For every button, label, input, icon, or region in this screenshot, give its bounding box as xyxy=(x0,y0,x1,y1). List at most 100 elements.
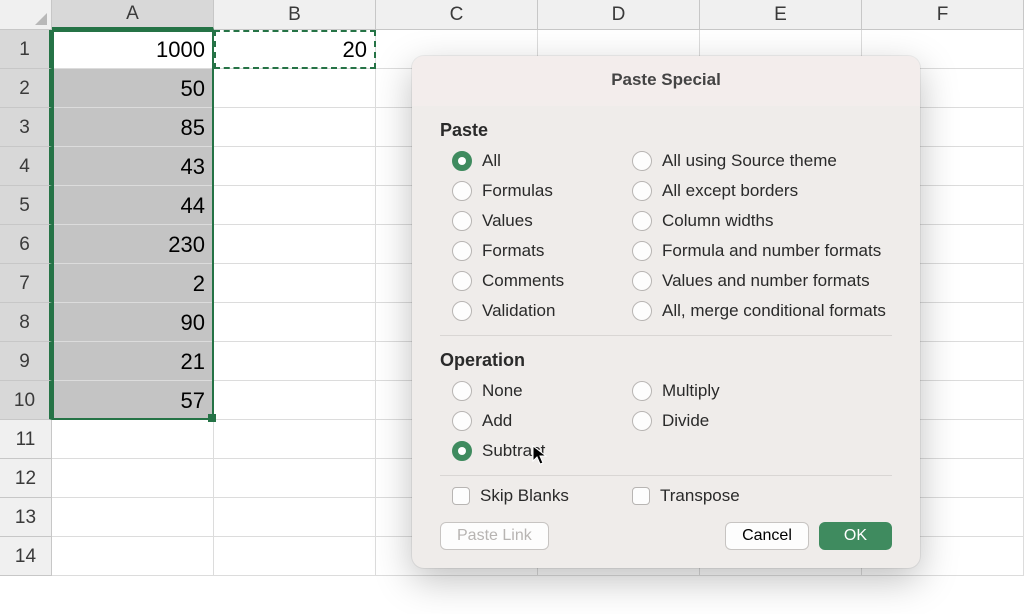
cell-a3[interactable]: 85 xyxy=(52,108,214,147)
radio-val-num-formats[interactable]: Values and number formats xyxy=(632,271,892,291)
cell-a8[interactable]: 90 xyxy=(52,303,214,342)
cell-b4[interactable] xyxy=(214,147,376,186)
ok-button[interactable]: OK xyxy=(819,522,892,550)
cell-a4[interactable]: 43 xyxy=(52,147,214,186)
radio-icon xyxy=(632,381,652,401)
radio-label: Values xyxy=(482,211,533,231)
checkbox-skip-blanks[interactable]: Skip Blanks xyxy=(452,486,632,506)
col-header-c[interactable]: C xyxy=(376,0,538,30)
cell-b6[interactable] xyxy=(214,225,376,264)
radio-divide[interactable]: Divide xyxy=(632,411,892,431)
operation-section-label: Operation xyxy=(440,350,892,371)
row-header-4[interactable]: 4 xyxy=(0,147,52,186)
radio-icon xyxy=(632,151,652,171)
checkbox-options: Skip Blanks Transpose xyxy=(440,486,892,506)
cell-a7[interactable]: 2 xyxy=(52,264,214,303)
radio-icon xyxy=(632,411,652,431)
cell-b12[interactable] xyxy=(214,459,376,498)
radio-icon xyxy=(452,181,472,201)
radio-icon xyxy=(452,301,472,321)
col-header-a[interactable]: A xyxy=(52,0,214,30)
cell-a12[interactable] xyxy=(52,459,214,498)
row-header-11[interactable]: 11 xyxy=(0,420,52,459)
radio-icon xyxy=(452,441,472,461)
row-header-1[interactable]: 1 xyxy=(0,30,52,69)
col-header-e[interactable]: E xyxy=(700,0,862,30)
cell-b1[interactable]: 20 xyxy=(214,30,376,69)
cancel-button[interactable]: Cancel xyxy=(725,522,809,550)
radio-icon xyxy=(452,271,472,291)
radio-icon xyxy=(632,211,652,231)
radio-comments[interactable]: Comments xyxy=(452,271,632,291)
checkbox-label: Transpose xyxy=(660,486,740,506)
row-header-14[interactable]: 14 xyxy=(0,537,52,576)
radio-label: Formula and number formats xyxy=(662,241,881,261)
radio-formats[interactable]: Formats xyxy=(452,241,632,261)
cell-b2[interactable] xyxy=(214,69,376,108)
radio-subtract[interactable]: Subtract xyxy=(452,441,632,461)
row-header-6[interactable]: 6 xyxy=(0,225,52,264)
row-header-12[interactable]: 12 xyxy=(0,459,52,498)
cell-b8[interactable] xyxy=(214,303,376,342)
operation-options: None Multiply Add Divide Subtract xyxy=(440,381,892,461)
radio-label: Column widths xyxy=(662,211,774,231)
radio-icon xyxy=(452,151,472,171)
cell-a5[interactable]: 44 xyxy=(52,186,214,225)
radio-merge-cond[interactable]: All, merge conditional formats xyxy=(632,301,892,321)
radio-multiply[interactable]: Multiply xyxy=(632,381,892,401)
radio-label: Subtract xyxy=(482,441,545,461)
cell-b3[interactable] xyxy=(214,108,376,147)
radio-except-borders[interactable]: All except borders xyxy=(632,181,892,201)
radio-none[interactable]: None xyxy=(452,381,632,401)
cell-b7[interactable] xyxy=(214,264,376,303)
cell-b10[interactable] xyxy=(214,381,376,420)
row-header-5[interactable]: 5 xyxy=(0,186,52,225)
radio-num-formats[interactable]: Formula and number formats xyxy=(632,241,892,261)
select-all-corner[interactable] xyxy=(0,0,52,30)
cell-a10[interactable]: 57 xyxy=(52,381,214,420)
cell-a1[interactable]: 1000 xyxy=(52,30,214,69)
cell-b13[interactable] xyxy=(214,498,376,537)
row-header-8[interactable]: 8 xyxy=(0,303,52,342)
paste-section-label: Paste xyxy=(440,120,892,141)
cell-b14[interactable] xyxy=(214,537,376,576)
radio-label: Formulas xyxy=(482,181,553,201)
radio-validation[interactable]: Validation xyxy=(452,301,632,321)
radio-icon xyxy=(452,411,472,431)
paste-link-button[interactable]: Paste Link xyxy=(440,522,549,550)
radio-label: None xyxy=(482,381,523,401)
radio-source-theme[interactable]: All using Source theme xyxy=(632,151,892,171)
cell-a13[interactable] xyxy=(52,498,214,537)
row-header-2[interactable]: 2 xyxy=(0,69,52,108)
radio-label: All, merge conditional formats xyxy=(662,301,886,321)
cell-b5[interactable] xyxy=(214,186,376,225)
radio-all[interactable]: All xyxy=(452,151,632,171)
radio-label: All xyxy=(482,151,501,171)
radio-label: Validation xyxy=(482,301,555,321)
row-header-7[interactable]: 7 xyxy=(0,264,52,303)
radio-icon xyxy=(452,381,472,401)
radio-column-widths[interactable]: Column widths xyxy=(632,211,892,231)
cell-b11[interactable] xyxy=(214,420,376,459)
col-header-f[interactable]: F xyxy=(862,0,1024,30)
radio-values[interactable]: Values xyxy=(452,211,632,231)
checkbox-transpose[interactable]: Transpose xyxy=(632,486,892,506)
cell-a14[interactable] xyxy=(52,537,214,576)
radio-add[interactable]: Add xyxy=(452,411,632,431)
col-header-d[interactable]: D xyxy=(538,0,700,30)
dialog-title: Paste Special xyxy=(412,56,920,106)
radio-formulas[interactable]: Formulas xyxy=(452,181,632,201)
row-header-13[interactable]: 13 xyxy=(0,498,52,537)
col-header-b[interactable]: B xyxy=(214,0,376,30)
cell-a9[interactable]: 21 xyxy=(52,342,214,381)
cell-a11[interactable] xyxy=(52,420,214,459)
radio-icon xyxy=(632,241,652,261)
cell-b9[interactable] xyxy=(214,342,376,381)
radio-label: All except borders xyxy=(662,181,798,201)
row-header-3[interactable]: 3 xyxy=(0,108,52,147)
cell-a2[interactable]: 50 xyxy=(52,69,214,108)
row-header-10[interactable]: 10 xyxy=(0,381,52,420)
cell-a6[interactable]: 230 xyxy=(52,225,214,264)
row-header-9[interactable]: 9 xyxy=(0,342,52,381)
radio-label: Formats xyxy=(482,241,544,261)
